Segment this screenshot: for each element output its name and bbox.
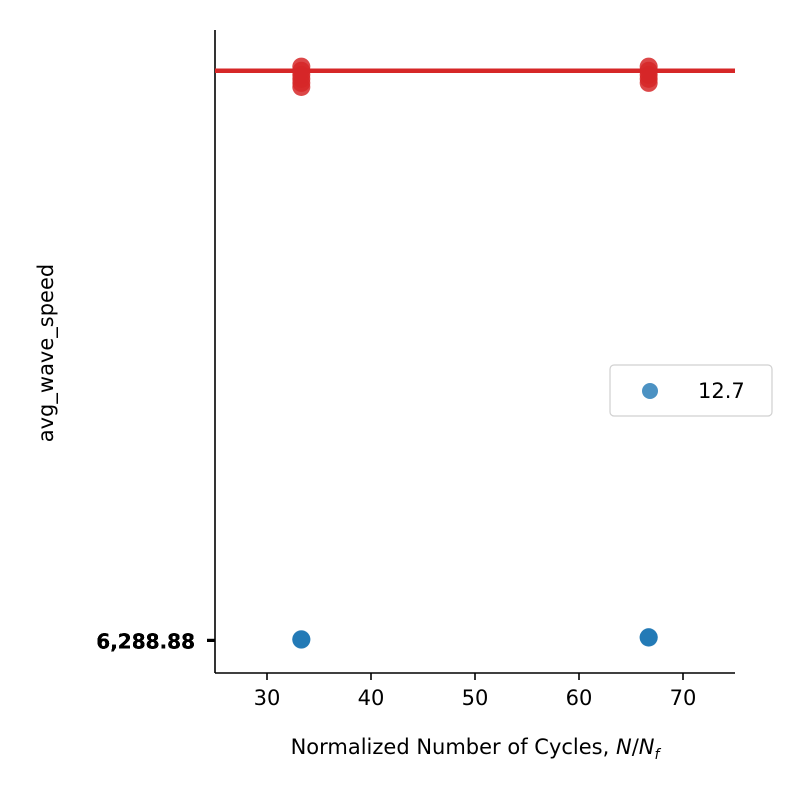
y-tick-label: 6,288.88 [96, 629, 195, 653]
legend-frame [609, 364, 773, 417]
y-tick-label: 6,288.88 [96, 629, 195, 653]
x-axis-label-text: Normalized Number of Cycles, [291, 735, 616, 759]
x-axis-label-math-sub: f [654, 747, 661, 763]
legend-label: 12.7 [698, 379, 745, 403]
y-axis-label: avg_wave_speed [34, 264, 59, 442]
data-point-blue [639, 628, 658, 647]
plot-area [215, 57, 735, 649]
x-tick-label: 50 [462, 686, 489, 710]
y-tick-label: 6,288.88 [96, 629, 195, 653]
x-axis-label-math-nf: N [639, 735, 655, 759]
legend-marker [642, 383, 658, 399]
x-axis-label-math-slash: / [632, 735, 640, 759]
x-axis-ticks: 30 40 50 60 70 [254, 673, 697, 710]
x-axis-label: Normalized Number of Cycles, N/Nf [291, 735, 662, 763]
x-tick-label: 30 [254, 686, 281, 710]
axes-spines [214, 30, 735, 674]
x-tick-label: 60 [566, 686, 593, 710]
x-tick-label: 40 [358, 686, 385, 710]
y-axis-ticks: 6,288.886,288.886,288.886,288.886,288.88 [96, 629, 215, 653]
legend: 12.7 [609, 364, 773, 417]
x-tick-label: 70 [670, 686, 697, 710]
data-point-red [292, 57, 311, 76]
data-point-red [639, 57, 658, 76]
y-tick-label: 6,288.88 [96, 629, 195, 653]
x-axis-label-math-n: N [616, 735, 632, 759]
y-tick-label: 6,288.88 [96, 629, 195, 653]
data-point-blue [292, 630, 311, 649]
